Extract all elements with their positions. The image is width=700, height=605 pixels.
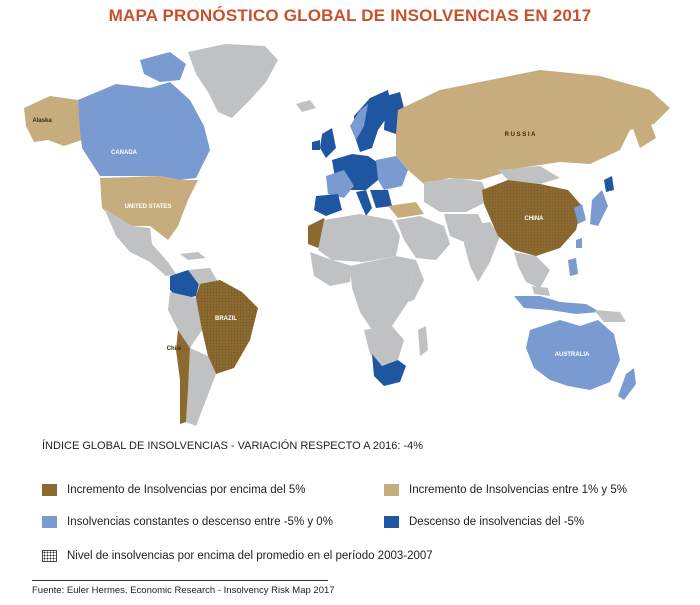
label-canada: CANADA (111, 150, 138, 156)
italy (356, 190, 372, 216)
japan-north (604, 176, 614, 192)
japan (590, 190, 608, 226)
iceland (296, 100, 316, 112)
legend-label-between-1-5: Incremento de Insolvencias entre 1% y 5% (409, 484, 627, 496)
central-africa (350, 256, 412, 330)
legend-swatch-above-5 (42, 484, 57, 496)
papua (594, 310, 626, 322)
label-brazil: BRAZIL (215, 316, 237, 322)
norway-light (350, 104, 368, 140)
argentina (186, 348, 216, 426)
brazil-pattern (192, 280, 258, 374)
middle-east (396, 216, 450, 260)
legend-down-5: Descenso de insolvencias del -5% (384, 516, 584, 528)
canada (78, 82, 210, 180)
kamchatka (632, 122, 656, 148)
korea (574, 204, 586, 224)
legend-constant-or-down: Insolvencias constantes o descenso entre… (42, 516, 333, 528)
label-china: CHINA (525, 216, 545, 222)
legend-label-constant: Insolvencias constantes o descenso entre… (67, 516, 333, 528)
source-note: Fuente: Euler Hermes. Economic Research … (32, 585, 335, 596)
taiwan (576, 238, 582, 248)
france (326, 170, 354, 198)
source-divider (32, 580, 328, 581)
colombia (170, 270, 200, 300)
label-chile: Chile (167, 346, 182, 352)
legend-dotted: Nivel de insolvencias por encima del pro… (42, 550, 433, 562)
ireland (312, 140, 320, 150)
philippines (568, 258, 578, 276)
southeast-asia (514, 252, 550, 288)
malaysia (532, 286, 550, 296)
map-title: MAPA PRONÓSTICO GLOBAL DE INSOLVENCIAS E… (108, 6, 592, 25)
alaska (24, 96, 82, 146)
canada-islands (140, 52, 186, 82)
mongolia (498, 166, 560, 184)
label-russia: R U S S I A (505, 132, 536, 138)
turkey (388, 202, 424, 218)
legend-swatch-down-5 (384, 516, 399, 528)
peru-bolivia (168, 292, 202, 348)
global-index-text: ÍNDICE GLOBAL DE INSOLVENCIAS - VARIACIÓ… (42, 440, 424, 452)
india (464, 222, 500, 282)
legend-between-1-5: Incremento de Insolvencias entre 1% y 5% (384, 484, 627, 496)
russia (396, 70, 670, 184)
indonesia (514, 296, 600, 314)
north-africa (318, 214, 400, 262)
united-kingdom (320, 128, 336, 158)
label-australia: AUSTRALIA (555, 352, 590, 358)
south-africa (372, 354, 406, 386)
new-zealand (618, 368, 636, 400)
world-map: Alaska CANADA UNITED STATES R U S S I A … (20, 30, 680, 430)
iberia (314, 194, 342, 216)
east-africa (396, 256, 424, 302)
legend-label-down-5: Descenso de insolvencias del -5% (409, 516, 585, 528)
legend-label-dotted: Nivel de insolvencias por encima del pro… (67, 550, 433, 562)
legend-swatch-constant (42, 516, 57, 528)
label-united-states: UNITED STATES (125, 204, 172, 210)
mexico (104, 208, 176, 276)
eastern-europe (376, 156, 408, 190)
southern-africa (364, 326, 404, 366)
australia (526, 320, 620, 390)
west-africa (310, 252, 352, 286)
balkans (370, 190, 392, 208)
chile (176, 330, 190, 424)
legend-above-5: Incremento de Insolvencias por encima de… (42, 484, 305, 496)
venezuela (188, 268, 218, 286)
norway-sweden (354, 90, 392, 152)
caribbean (180, 252, 206, 260)
legend-label-above-5: Incremento de Insolvencias por encima de… (67, 484, 306, 496)
china-pattern (482, 180, 582, 256)
greenland (188, 44, 278, 118)
legend-swatch-dotted (42, 550, 57, 562)
legend-swatch-between-1-5 (384, 484, 399, 496)
central-asia (424, 178, 490, 212)
madagascar (418, 326, 428, 356)
label-alaska: Alaska (32, 118, 52, 124)
